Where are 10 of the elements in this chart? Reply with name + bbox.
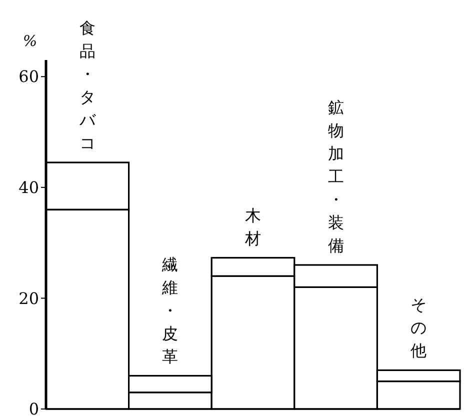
y-tick-label: 0 <box>28 400 39 419</box>
y-tick-label: 60 <box>18 67 39 86</box>
y-tick-label: 40 <box>18 178 39 198</box>
y-axis-title: % <box>22 32 38 50</box>
x-tick-label: その他 <box>410 295 427 360</box>
x-tick-label: 鉱物加工・装備 <box>328 98 344 255</box>
y-tick-label: 20 <box>18 288 39 308</box>
x-tick-label: 繊維・皮革 <box>161 254 178 366</box>
x-tick-label: 木材 <box>244 206 261 248</box>
x-tick-label: 食品・タバコ <box>78 18 96 152</box>
